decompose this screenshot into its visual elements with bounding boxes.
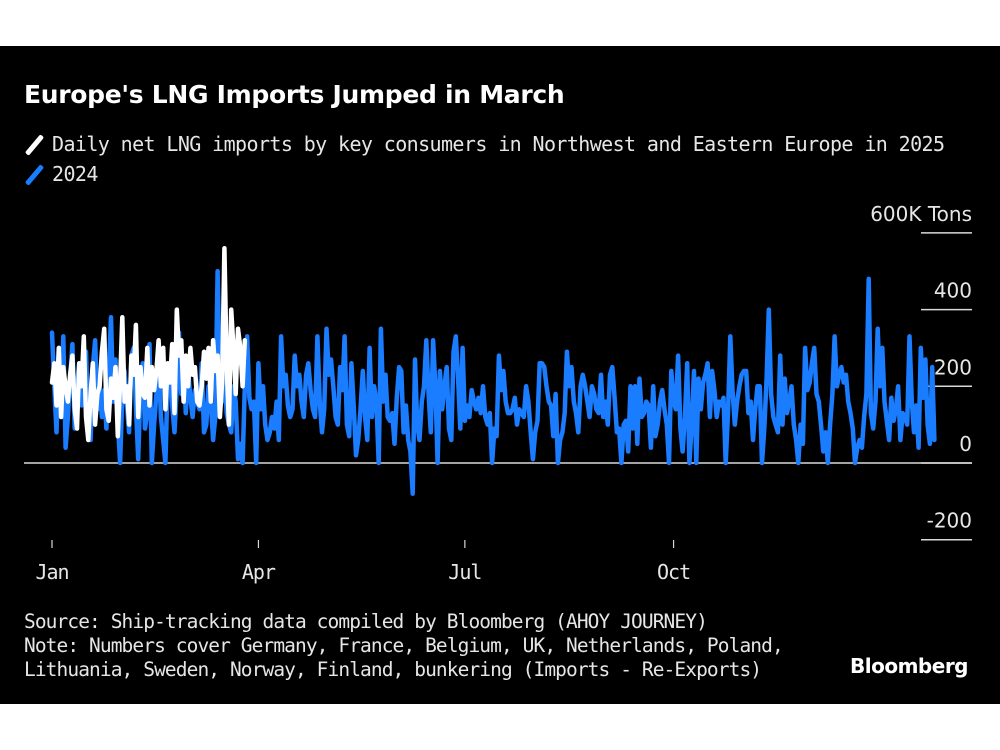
coverage-note-line-2: Lithuania, Sweden, Norway, Finland, bunk…	[24, 658, 762, 681]
x-axis: Jan Apr Jul Oct	[35, 540, 691, 584]
footnotes: Source: Ship-tracking data compiled by B…	[24, 610, 784, 682]
x-tick-label: Jul	[448, 560, 481, 584]
y-axis: 600K Tons 400 200 0 -200	[24, 202, 972, 541]
series-group	[49, 245, 937, 496]
bloomberg-logo: Bloomberg	[850, 654, 968, 678]
y-tick-label: 400	[934, 279, 972, 303]
legend-label-2025: Daily net LNG imports by key consumers i…	[52, 132, 945, 156]
coverage-note-line-1: Note: Numbers cover Germany, France, Bel…	[24, 634, 784, 657]
legend-item-2024: 2024	[24, 162, 98, 186]
legend-item-2025: Daily net LNG imports by key consumers i…	[24, 132, 945, 156]
source-note: Source: Ship-tracking data compiled by B…	[24, 610, 708, 633]
series-line-2025	[49, 245, 248, 443]
series-line-2024	[49, 269, 937, 496]
y-tick-label: 200	[934, 355, 972, 379]
y-tick-label: 0	[959, 432, 972, 456]
x-tick-label: Jan	[35, 560, 68, 584]
x-tick-label: Oct	[657, 560, 690, 584]
y-tick-label: 600K Tons	[870, 202, 972, 226]
chart-title: Europe's LNG Imports Jumped in March	[24, 80, 565, 109]
legend-label-2024: 2024	[52, 162, 98, 186]
y-tick-label: -200	[927, 509, 972, 533]
x-tick-label: Apr	[242, 560, 276, 584]
